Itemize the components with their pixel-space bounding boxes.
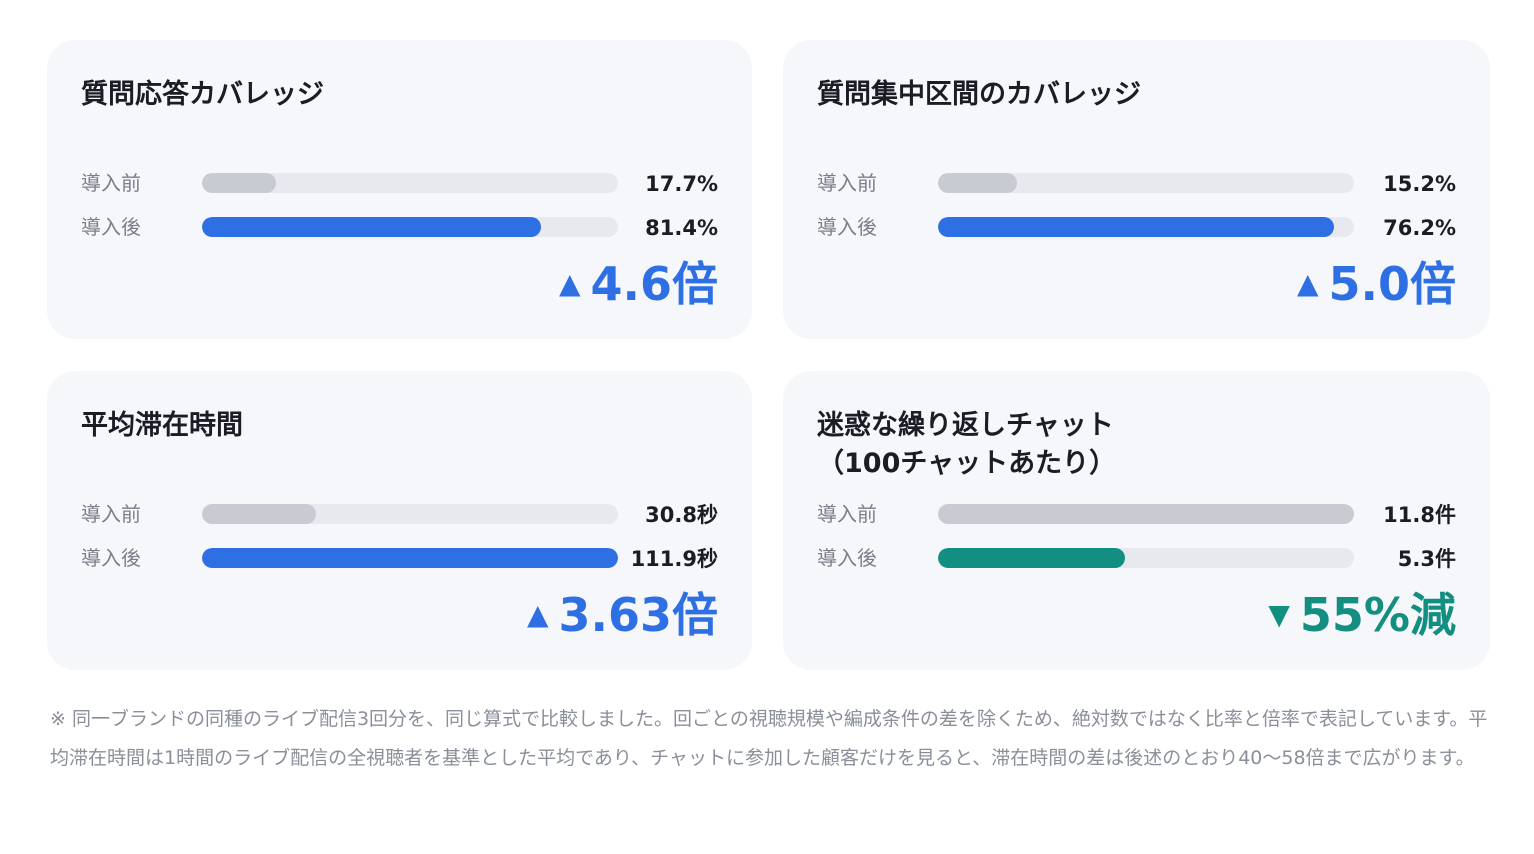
bar-value-label: 81.4% (645, 216, 718, 240)
bar-value-label: 5.3件 (1397, 547, 1456, 571)
down-triangle-icon: ▼ (1268, 598, 1290, 631)
change-indicator: ▲ 4.6倍 (559, 257, 718, 311)
change-indicator: ▲ 3.63倍 (527, 588, 718, 642)
card-title: 平均滞在時間 (81, 410, 243, 441)
change-indicator: ▲ 5.0倍 (1297, 257, 1456, 311)
bar-label: 導入後 (817, 546, 877, 570)
bar-label: 導入前 (81, 171, 141, 195)
bar-row-after: 導入後 81.4% (81, 215, 718, 240)
bar-label: 導入前 (817, 171, 877, 195)
bar-label: 導入前 (817, 502, 877, 526)
metric-card: 平均滞在時間 導入前 30.8秒導入後 111.9秒 ▲ 3.63倍 (47, 371, 752, 670)
bar-value-label: 11.8件 (1383, 503, 1456, 527)
bar-label: 導入後 (81, 215, 141, 239)
bar-before (938, 504, 1354, 524)
change-value: 3.63倍 (558, 588, 719, 642)
bar-after (202, 217, 541, 237)
bar-row-after: 導入後 5.3件 (817, 546, 1456, 571)
change-value: 4.6倍 (590, 257, 719, 311)
metric-card: 質問集中区間のカバレッジ 導入前 15.2% 導入後 76.2% ▲ 5.0倍 (783, 40, 1490, 339)
bar-track (938, 548, 1354, 568)
bar-row-before: 導入前 30.8秒 (81, 502, 718, 527)
card-title: 質問集中区間のカバレッジ (817, 79, 1141, 110)
card-title: 質問応答カバレッジ (81, 79, 324, 110)
metric-card: 迷惑な繰り返しチャット （100チャットあたり） 導入前 11.8件導入後 5.3件… (783, 371, 1490, 670)
bar-value-label: 76.2% (1383, 216, 1456, 240)
bar-value-label: 15.2% (1383, 172, 1456, 196)
metrics-grid: 質問応答カバレッジ 導入前 17.7% 導入後 81.4% ▲ 4.6倍 質問集中区間のカ… (47, 40, 1490, 670)
bar-value-label: 111.9秒 (630, 547, 718, 571)
bar-after (202, 548, 618, 568)
bar-track (202, 173, 618, 193)
change-value: 5.0倍 (1328, 257, 1457, 311)
bar-label: 導入後 (81, 546, 141, 570)
bar-track (202, 504, 618, 524)
bar-track (938, 173, 1354, 193)
bar-value-label: 30.8秒 (645, 503, 718, 527)
bar-track (202, 548, 618, 568)
up-triangle-icon: ▲ (1296, 267, 1319, 300)
bar-row-after: 導入後 111.9秒 (81, 546, 718, 571)
bar-label: 導入前 (81, 502, 141, 526)
bar-track (202, 217, 618, 237)
up-triangle-icon: ▲ (526, 598, 549, 631)
bar-after (938, 217, 1335, 237)
bar-row-before: 導入前 15.2% (817, 171, 1456, 196)
bar-label: 導入後 (817, 215, 877, 239)
metric-card: 質問応答カバレッジ 導入前 17.7% 導入後 81.4% ▲ 4.6倍 (47, 40, 752, 339)
footnote: ※ 同一ブランドの同種のライブ配信3回分を、同じ算式で比較しました。回ごとの視聴… (50, 708, 1488, 769)
bar-after (938, 548, 1125, 568)
bar-row-before: 導入前 17.7% (81, 171, 718, 196)
bar-track (938, 217, 1354, 237)
change-value: 55%減 (1299, 588, 1456, 642)
bar-before (202, 173, 276, 193)
bar-before (938, 173, 1018, 193)
bar-before (202, 504, 317, 524)
bar-value-label: 17.7% (645, 172, 718, 196)
bar-row-before: 導入前 11.8件 (817, 502, 1456, 527)
bar-track (938, 504, 1354, 524)
bar-row-after: 導入後 76.2% (817, 215, 1456, 240)
card-title: 迷惑な繰り返しチャット （100チャットあたり） (817, 410, 1117, 479)
up-triangle-icon: ▲ (558, 267, 581, 300)
change-indicator: ▼ 55%減 (1268, 588, 1456, 642)
